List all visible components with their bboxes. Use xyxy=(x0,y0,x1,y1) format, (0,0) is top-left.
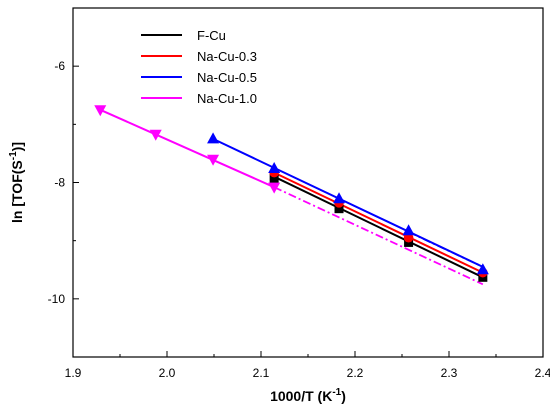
point-f-cu xyxy=(269,173,279,183)
data-markers xyxy=(94,105,489,282)
plot-frame xyxy=(72,7,544,358)
y-tick-label: -10 xyxy=(48,292,66,306)
point-f-cu xyxy=(334,204,344,214)
y-tick-label: -8 xyxy=(54,176,65,190)
point-na-cu-0-5 xyxy=(333,192,346,204)
x-tick-label: 2.3 xyxy=(441,366,458,380)
legend-label: Na-Cu-0.5 xyxy=(197,70,257,85)
point-na-cu-1-0 xyxy=(207,154,220,166)
fit-line-na-cu-0-3 xyxy=(273,171,484,274)
point-na-cu-0-5 xyxy=(268,162,281,174)
axis-ticks: 1.9 2.0 2.1 2.2 2.3 2.4 -10 -8 -6 xyxy=(48,7,550,380)
point-na-cu-0-3 xyxy=(403,232,414,243)
x-tick-label: 2.4 xyxy=(535,366,550,380)
x-tick-label: 1.9 xyxy=(65,366,82,380)
point-na-cu-0-5 xyxy=(476,263,489,275)
fit-line-na-cu-1-0 xyxy=(99,108,275,189)
y-axis-label: ln [TOF(S-1)] xyxy=(8,142,25,223)
fit-line-f-cu xyxy=(273,175,484,279)
legend-label: Na-Cu-0.3 xyxy=(197,49,257,64)
point-na-cu-1-0 xyxy=(94,105,107,117)
x-tick-label: 2.2 xyxy=(347,366,364,380)
x-tick-label: 2.1 xyxy=(253,366,270,380)
fit-line-na-cu-0-5 xyxy=(212,137,484,268)
legend-label: F-Cu xyxy=(197,28,226,43)
x-axis-label: 1000/T (K-1) xyxy=(270,387,346,404)
legend: F-Cu Na-Cu-0.3 Na-Cu-0.5 Na-Cu-1.0 xyxy=(141,28,257,106)
fit-lines xyxy=(99,108,484,286)
x-tick-label: 2.0 xyxy=(159,366,176,380)
extrapolated-line-na-cu-1-0 xyxy=(273,186,484,286)
point-na-cu-0-5 xyxy=(402,224,415,236)
y-tick-label: -6 xyxy=(54,59,65,73)
point-na-cu-1-0 xyxy=(268,182,281,194)
point-na-cu-0-5 xyxy=(207,132,220,144)
legend-label: Na-Cu-1.0 xyxy=(197,91,257,106)
point-na-cu-1-0 xyxy=(149,129,162,141)
